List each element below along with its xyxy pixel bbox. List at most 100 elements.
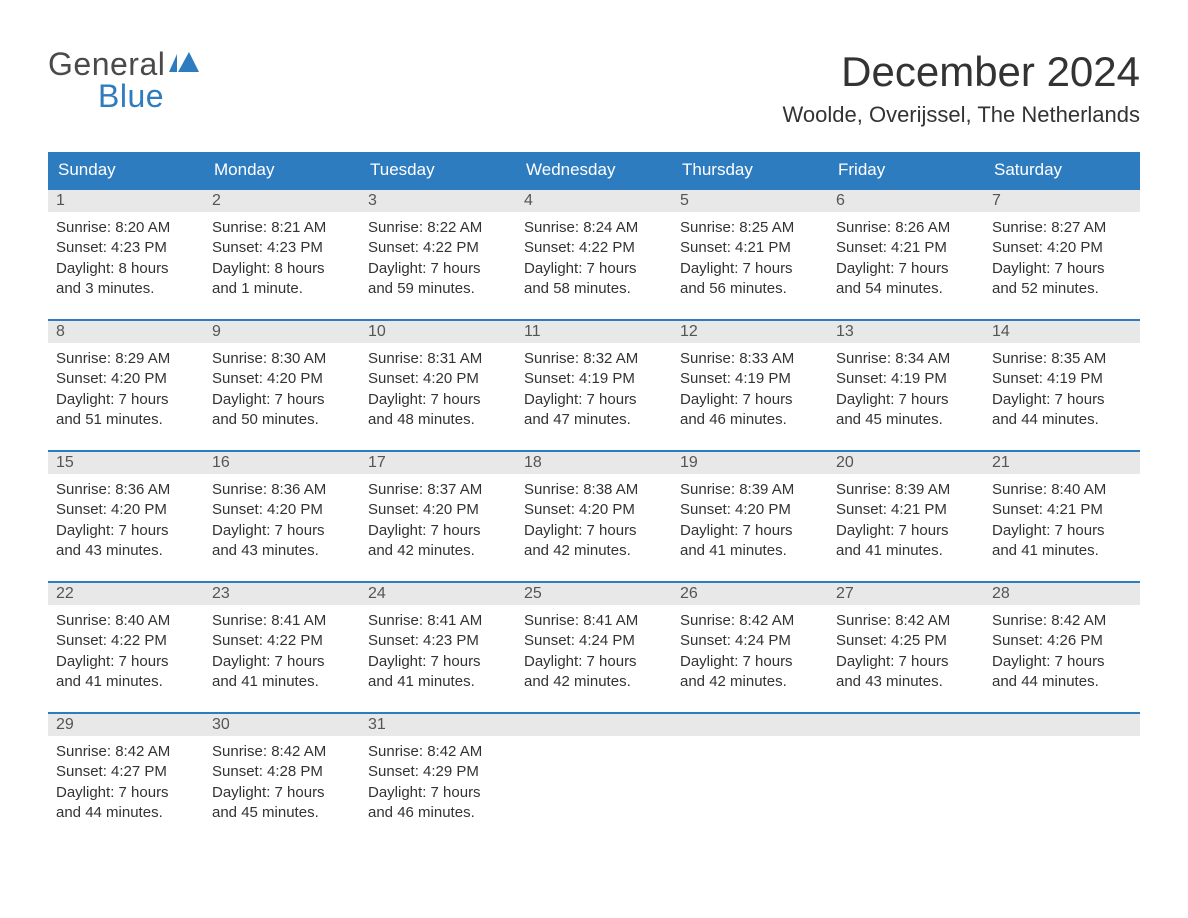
day-content: Sunrise: 8:42 AMSunset: 4:24 PMDaylight:… [672,605,828,696]
day-cell: 21Sunrise: 8:40 AMSunset: 4:21 PMDayligh… [984,450,1140,565]
sunset-line: Sunset: 4:19 PM [524,369,664,389]
day-content: Sunrise: 8:21 AMSunset: 4:23 PMDaylight:… [204,212,360,303]
day-number: 8 [48,319,204,343]
sunrise-line: Sunrise: 8:33 AM [680,349,820,369]
sunrise-line: Sunrise: 8:36 AM [212,480,352,500]
day-cell: 6Sunrise: 8:26 AMSunset: 4:21 PMDaylight… [828,188,984,303]
sunrise-line: Sunrise: 8:39 AM [836,480,976,500]
day-content: Sunrise: 8:20 AMSunset: 4:23 PMDaylight:… [48,212,204,303]
day-number: 27 [828,581,984,605]
day-cell: 28Sunrise: 8:42 AMSunset: 4:26 PMDayligh… [984,581,1140,696]
day-cell: 5 Sunrise: 8:25 AMSunset: 4:21 PMDaylight… [672,188,828,303]
brand-line2: Blue [98,80,199,112]
sunset-line: Sunset: 4:21 PM [680,238,820,258]
sunset-line: Sunset: 4:20 PM [56,369,196,389]
day-cell: 26Sunrise: 8:42 AMSunset: 4:24 PMDayligh… [672,581,828,696]
brand-flag-icon [169,52,199,76]
day-cell: 16Sunrise: 8:36 AMSunset: 4:20 PMDayligh… [204,450,360,565]
day-cell: 15Sunrise: 8:36 AMSunset: 4:20 PMDayligh… [48,450,204,565]
daylight-line: Daylight: 7 hours and 44 minutes. [992,390,1132,431]
day-number: 21 [984,450,1140,474]
day-number: 20 [828,450,984,474]
daylight-line: Daylight: 8 hours and 1 minute. [212,259,352,300]
day-cell: 14Sunrise: 8:35 AMSunset: 4:19 PMDayligh… [984,319,1140,434]
day-number: 15 [48,450,204,474]
sunset-line: Sunset: 4:19 PM [680,369,820,389]
day-cell [828,712,984,827]
day-cell [516,712,672,827]
day-content: Sunrise: 8:35 AMSunset: 4:19 PMDaylight:… [984,343,1140,434]
sunrise-line: Sunrise: 8:21 AM [212,218,352,238]
day-content: Sunrise: 8:39 AMSunset: 4:20 PMDaylight:… [672,474,828,565]
day-content: Sunrise: 8:36 AMSunset: 4:20 PMDaylight:… [204,474,360,565]
daylight-line: Daylight: 7 hours and 41 minutes. [56,652,196,693]
sunset-line: Sunset: 4:22 PM [524,238,664,258]
day-content: Sunrise: 8:33 AMSunset: 4:19 PMDaylight:… [672,343,828,434]
daylight-line: Daylight: 7 hours and 50 minutes. [212,390,352,431]
sunrise-line: Sunrise: 8:32 AM [524,349,664,369]
day-number: 31 [360,712,516,736]
day-cell: 8Sunrise: 8:29 AMSunset: 4:20 PMDaylight… [48,319,204,434]
title-block: December 2024 Woolde, Overijssel, The Ne… [783,48,1140,128]
day-number: 13 [828,319,984,343]
day-cell: 10Sunrise: 8:31 AMSunset: 4:20 PMDayligh… [360,319,516,434]
day-content: Sunrise: 8:42 AMSunset: 4:28 PMDaylight:… [204,736,360,827]
day-number [828,712,984,736]
sunrise-line: Sunrise: 8:22 AM [368,218,508,238]
sunset-line: Sunset: 4:27 PM [56,762,196,782]
daylight-line: Daylight: 7 hours and 46 minutes. [680,390,820,431]
day-content: Sunrise: 8:42 AMSunset: 4:29 PMDaylight:… [360,736,516,827]
day-header-row: SundayMondayTuesdayWednesdayThursdayFrid… [48,152,1140,188]
day-number: 25 [516,581,672,605]
day-number: 29 [48,712,204,736]
sunset-line: Sunset: 4:21 PM [836,238,976,258]
day-number: 11 [516,319,672,343]
daylight-line: Daylight: 7 hours and 51 minutes. [56,390,196,431]
sunrise-line: Sunrise: 8:30 AM [212,349,352,369]
day-cell: 1Sunrise: 8:20 AMSunset: 4:23 PMDaylight… [48,188,204,303]
sunrise-line: Sunrise: 8:27 AM [992,218,1132,238]
daylight-line: Daylight: 7 hours and 41 minutes. [992,521,1132,562]
sunset-line: Sunset: 4:22 PM [56,631,196,651]
day-content: Sunrise: 8:40 AMSunset: 4:21 PMDaylight:… [984,474,1140,565]
week-row: 22Sunrise: 8:40 AMSunset: 4:22 PMDayligh… [48,581,1140,696]
sunset-line: Sunset: 4:22 PM [212,631,352,651]
daylight-line: Daylight: 7 hours and 43 minutes. [836,652,976,693]
daylight-line: Daylight: 7 hours and 42 minutes. [524,521,664,562]
daylight-line: Daylight: 7 hours and 41 minutes. [368,652,508,693]
day-content: Sunrise: 8:39 AMSunset: 4:21 PMDaylight:… [828,474,984,565]
day-cell: 29Sunrise: 8:42 AMSunset: 4:27 PMDayligh… [48,712,204,827]
sunset-line: Sunset: 4:23 PM [56,238,196,258]
day-cell: 9Sunrise: 8:30 AMSunset: 4:20 PMDaylight… [204,319,360,434]
week-row: 1Sunrise: 8:20 AMSunset: 4:23 PMDaylight… [48,188,1140,303]
day-number: 30 [204,712,360,736]
day-content: Sunrise: 8:41 AMSunset: 4:22 PMDaylight:… [204,605,360,696]
day-number: 5 [672,188,828,212]
sunrise-line: Sunrise: 8:25 AM [680,218,820,238]
day-content: Sunrise: 8:36 AMSunset: 4:20 PMDaylight:… [48,474,204,565]
sunrise-line: Sunrise: 8:42 AM [56,742,196,762]
sunrise-line: Sunrise: 8:35 AM [992,349,1132,369]
day-cell [672,712,828,827]
sunrise-line: Sunrise: 8:42 AM [836,611,976,631]
daylight-line: Daylight: 7 hours and 42 minutes. [524,652,664,693]
sunrise-line: Sunrise: 8:41 AM [524,611,664,631]
sunrise-line: Sunrise: 8:38 AM [524,480,664,500]
day-cell: 23Sunrise: 8:41 AMSunset: 4:22 PMDayligh… [204,581,360,696]
header: General Blue December 2024 Woolde, Overi… [48,48,1140,128]
daylight-line: Daylight: 7 hours and 56 minutes. [680,259,820,300]
day-content: Sunrise: 8:24 AMSunset: 4:22 PMDaylight:… [516,212,672,303]
daylight-line: Daylight: 7 hours and 46 minutes. [368,783,508,824]
day-content: Sunrise: 8:41 AMSunset: 4:24 PMDaylight:… [516,605,672,696]
day-number: 14 [984,319,1140,343]
sunset-line: Sunset: 4:20 PM [368,369,508,389]
sunset-line: Sunset: 4:24 PM [680,631,820,651]
day-content: Sunrise: 8:29 AMSunset: 4:20 PMDaylight:… [48,343,204,434]
day-number: 26 [672,581,828,605]
day-content: Sunrise: 8:30 AMSunset: 4:20 PMDaylight:… [204,343,360,434]
day-number: 18 [516,450,672,474]
daylight-line: Daylight: 7 hours and 45 minutes. [836,390,976,431]
day-cell: 11Sunrise: 8:32 AMSunset: 4:19 PMDayligh… [516,319,672,434]
sunrise-line: Sunrise: 8:26 AM [836,218,976,238]
calendar: SundayMondayTuesdayWednesdayThursdayFrid… [48,152,1140,827]
